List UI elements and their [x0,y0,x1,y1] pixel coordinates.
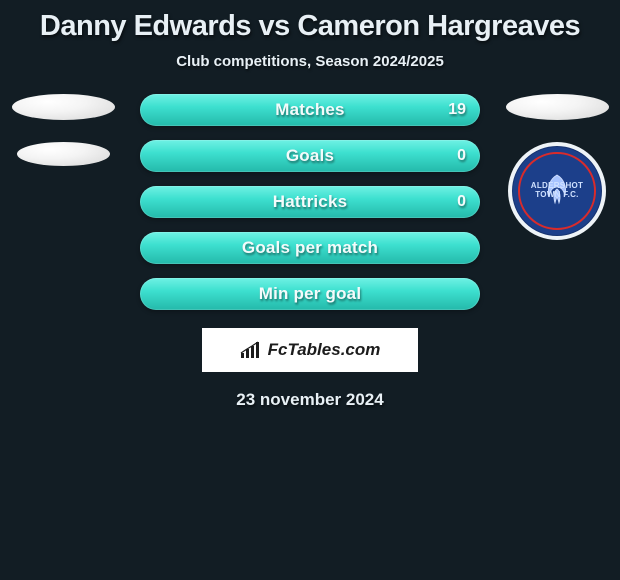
phoenix-icon [535,169,579,213]
snapshot-date: 23 november 2024 [0,390,620,410]
left-player-column [8,94,118,166]
stat-label: Hattricks [140,192,480,212]
stat-bar-hattricks: Hattricks 0 [140,186,480,218]
left-club-badge-placeholder [17,142,110,166]
stat-bar-min-per-goal: Min per goal [140,278,480,310]
stat-label: Goals per match [242,238,378,258]
stats-area: ALDERSHOT TOWN F.C. Matches 19 Goals 0 H… [0,94,620,310]
stat-label: Min per goal [259,284,362,304]
stat-bars: Matches 19 Goals 0 Hattricks 0 Goals per… [140,94,480,310]
right-player-avatar-placeholder [506,94,609,120]
stat-bar-goals: Goals 0 [140,140,480,172]
stat-bar-goals-per-match: Goals per match [140,232,480,264]
right-club-badge: ALDERSHOT TOWN F.C. [508,142,606,240]
season-subtitle: Club competitions, Season 2024/2025 [0,53,620,70]
right-player-column: ALDERSHOT TOWN F.C. [502,94,612,240]
bars-icon [240,341,264,359]
stat-bar-matches: Matches 19 [140,94,480,126]
right-club-badge-text: ALDERSHOT TOWN F.C. [512,146,602,236]
attribution-text: FcTables.com [268,340,381,360]
stat-label: Goals [140,146,480,166]
left-player-avatar-placeholder [12,94,115,120]
stat-label: Matches [140,100,480,120]
attribution-badge: FcTables.com [202,328,418,372]
comparison-title: Danny Edwards vs Cameron Hargreaves [0,0,620,43]
